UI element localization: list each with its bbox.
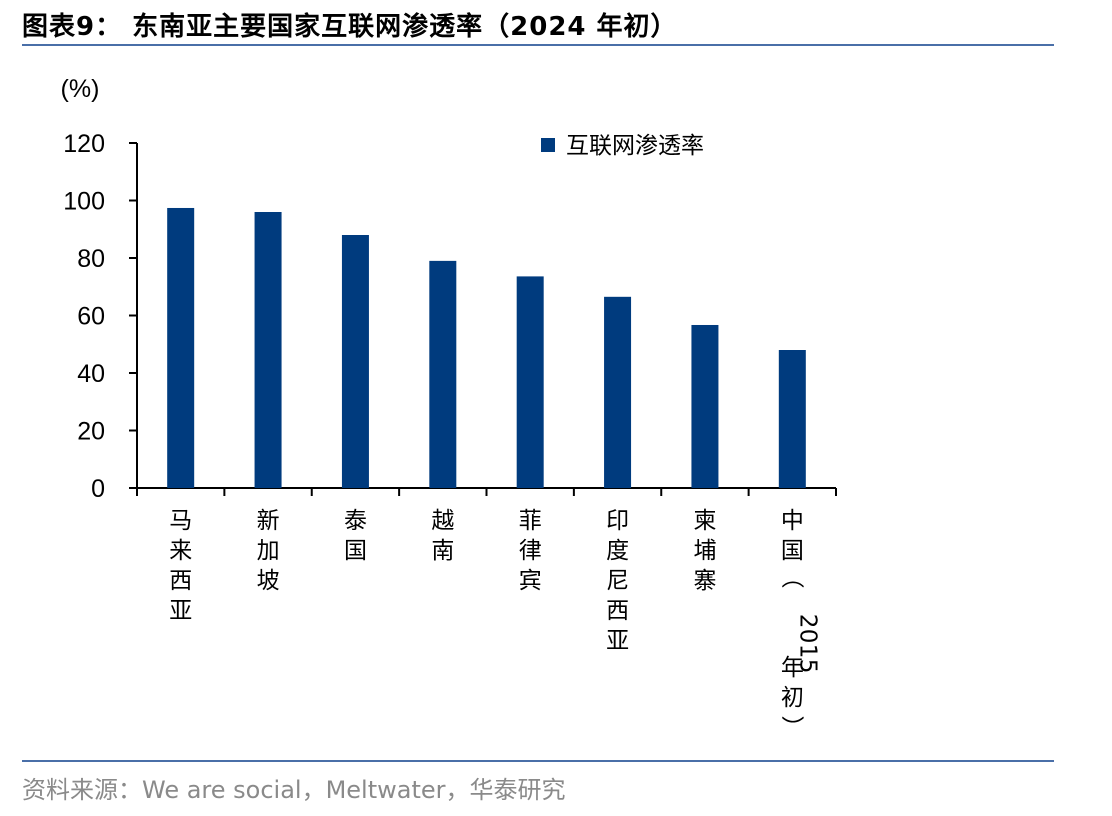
category-label-glyph: 年: [781, 655, 804, 681]
y-tick-label: 120: [63, 130, 105, 158]
y-tick-label: 100: [63, 188, 105, 216]
category-label-glyph: 1: [794, 644, 820, 659]
category-label-glyph: 菲: [519, 508, 542, 534]
category-label-glyph: 律: [519, 538, 542, 564]
category-label-glyph: 马: [169, 508, 192, 534]
figure-title: 图表9： 东南亚主要国家互联网渗透率（2024 年初）: [22, 12, 678, 42]
bar: [429, 260, 457, 488]
source-note: 资料来源：We are social，Meltwater，华泰研究: [22, 776, 566, 804]
category-label-glyph: 寨: [693, 568, 716, 594]
category-label-glyph: 坡: [257, 568, 280, 594]
bar-series: [167, 207, 806, 488]
bar: [341, 235, 369, 488]
title-rule: [22, 44, 1054, 46]
source-rule: [22, 760, 1054, 762]
category-label-glyph: 泰: [344, 508, 367, 534]
category-label: 新加坡: [257, 508, 280, 594]
category-label-glyph: 西: [606, 598, 629, 624]
category-label-glyph: 0: [794, 629, 820, 644]
category-label-glyph: 尼: [606, 568, 629, 594]
category-label: 菲律宾: [519, 508, 542, 594]
category-label-glyph: 宾: [519, 568, 542, 594]
category-label-glyph: 亚: [606, 628, 629, 654]
bar: [691, 324, 719, 488]
bar: [167, 207, 195, 488]
category-label-glyph: 南: [431, 538, 454, 564]
x-axis: [136, 487, 837, 496]
category-label-glyph: 国: [781, 538, 804, 564]
category-label-glyph: 埔: [693, 538, 716, 564]
y-tick-label: 60: [77, 303, 105, 331]
category-label: 柬埔寨: [693, 508, 716, 594]
category-label-glyph: 越: [431, 508, 454, 534]
category-label-glyph: 加: [257, 538, 280, 564]
y-tick-label: 40: [77, 360, 105, 388]
legend-label: 互联网渗透率: [566, 133, 704, 159]
category-label: 越南: [431, 508, 454, 564]
category-label-glyph: 来: [169, 538, 192, 564]
y-tick-label: 80: [77, 245, 105, 273]
category-label: 泰国: [344, 508, 367, 564]
category-label-glyph: 国: [344, 538, 367, 564]
category-label-glyph: 印: [606, 508, 629, 534]
bar: [778, 350, 806, 488]
category-label-glyph: ）: [778, 716, 804, 739]
bar: [254, 212, 282, 488]
category-label-glyph: 柬: [693, 508, 716, 534]
bar: [604, 296, 632, 488]
category-label-glyph: （: [778, 566, 804, 589]
category-label-glyph: 初: [781, 685, 804, 711]
category-label-glyph: 西: [169, 568, 192, 594]
y-tick-label: 20: [77, 418, 105, 446]
category-label-glyph: 2: [794, 614, 820, 629]
bar: [516, 276, 544, 488]
y-unit-label: (%): [61, 75, 100, 103]
legend-swatch: [541, 138, 555, 152]
category-label-glyph: 中: [781, 508, 804, 534]
y-axis: 0 20 40 60 80 100 120: [63, 130, 138, 503]
y-tick-label: 0: [91, 475, 105, 503]
category-label-glyph: 5: [794, 659, 820, 674]
legend: 互联网渗透率: [541, 133, 704, 159]
category-label-glyph: 度: [606, 538, 629, 564]
category-label-glyph: 新: [257, 508, 280, 534]
category-label-glyph: 亚: [169, 598, 192, 624]
